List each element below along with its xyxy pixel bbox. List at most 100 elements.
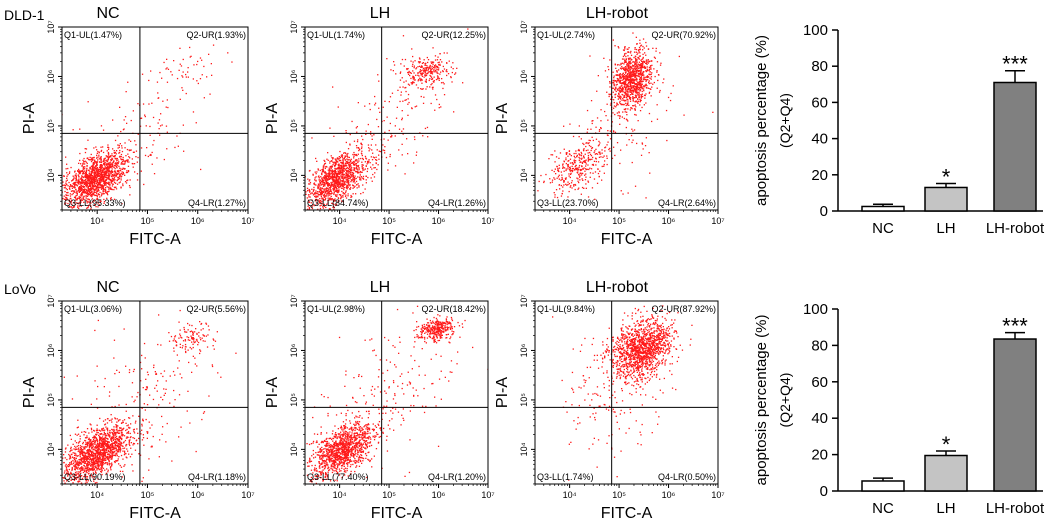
event-dot	[334, 194, 337, 196]
event-dot	[105, 455, 107, 458]
event-dot	[85, 479, 87, 481]
event-dot	[79, 202, 81, 205]
event-dot	[630, 107, 633, 109]
event-dot	[395, 73, 397, 75]
event-dot	[594, 150, 596, 152]
event-dot	[446, 69, 448, 71]
event-dot	[639, 72, 642, 74]
event-dot	[536, 225, 537, 226]
event-dot	[330, 199, 332, 201]
event-dot	[345, 183, 347, 185]
event-dot	[639, 55, 641, 57]
event-dot	[326, 191, 328, 193]
event-dot	[327, 179, 329, 181]
event-dot	[389, 96, 392, 98]
event-dot	[582, 161, 585, 163]
event-dot	[425, 88, 427, 90]
event-dot	[626, 103, 629, 105]
event-dot	[80, 201, 82, 203]
event-dot	[631, 161, 633, 164]
event-dot	[357, 171, 360, 174]
event-dot	[439, 73, 441, 75]
event-dot	[601, 149, 603, 151]
event-dot	[341, 184, 343, 186]
event-dot	[334, 186, 336, 188]
event-dot	[350, 173, 352, 175]
event-dot	[82, 185, 84, 187]
event-dot	[113, 152, 115, 154]
event-dot	[103, 182, 105, 185]
event-dot	[134, 171, 136, 173]
event-dot	[624, 80, 626, 82]
event-dot	[640, 59, 642, 61]
event-dot	[366, 163, 368, 165]
event-dot	[638, 94, 640, 97]
event-dot	[340, 187, 343, 189]
y-tick-label: 10⁴	[46, 168, 56, 182]
event-dot	[626, 70, 629, 72]
event-dot	[411, 65, 414, 67]
event-dot	[659, 89, 661, 92]
event-dot	[632, 130, 634, 132]
event-dot	[565, 178, 567, 180]
event-dot	[79, 183, 81, 185]
event-dot	[149, 125, 151, 128]
event-dot	[361, 150, 363, 152]
event-dot	[75, 173, 77, 175]
event-dot	[82, 168, 84, 170]
event-dot	[597, 172, 600, 175]
y-tick-label: 10⁷	[46, 20, 56, 33]
event-dot	[636, 60, 638, 62]
event-dot	[343, 174, 345, 176]
event-dot	[123, 173, 125, 175]
event-dot	[582, 142, 584, 145]
event-dot	[643, 61, 646, 63]
event-dot	[57, 212, 58, 213]
event-dot	[651, 64, 653, 66]
event-dot	[579, 154, 581, 156]
event-dot	[321, 171, 324, 173]
event-dot	[342, 194, 344, 197]
event-dot	[327, 169, 329, 171]
event-dot	[104, 166, 106, 168]
event-dot	[438, 77, 440, 80]
event-dot	[621, 65, 623, 68]
event-dot	[594, 198, 596, 200]
event-dot	[347, 162, 349, 164]
event-dot	[637, 72, 639, 75]
event-dot	[626, 48, 628, 50]
event-dot	[585, 183, 587, 185]
event-dot	[562, 163, 564, 165]
event-dot	[554, 168, 556, 170]
event-dot	[406, 138, 408, 140]
x-tick-label: 10⁶	[432, 216, 446, 226]
event-dot	[349, 143, 351, 145]
event-dot	[86, 176, 88, 178]
event-dot	[120, 158, 122, 160]
event-dot	[623, 68, 625, 70]
event-dot	[422, 88, 424, 90]
event-dot	[631, 85, 634, 87]
event-dot	[334, 164, 336, 166]
event-dot	[639, 42, 641, 44]
event-dot	[124, 162, 126, 164]
event-dot	[421, 88, 423, 90]
event-dot	[330, 172, 332, 174]
quadrant-label-ul: Q1-UL(1.74%)	[307, 30, 365, 40]
event-dot	[426, 86, 428, 88]
event-dot	[323, 193, 326, 195]
event-dot	[100, 167, 102, 169]
event-dot	[402, 128, 405, 130]
event-dot	[333, 173, 335, 175]
event-dot	[111, 180, 113, 182]
event-dot	[74, 197, 77, 199]
event-dot	[357, 165, 359, 168]
event-dot	[373, 157, 376, 159]
event-dot	[626, 83, 628, 85]
event-dot	[434, 71, 436, 73]
event-dot	[103, 181, 105, 183]
event-dot	[328, 199, 330, 201]
event-dot	[567, 181, 569, 183]
event-dot	[616, 71, 618, 73]
event-dot	[629, 78, 632, 80]
